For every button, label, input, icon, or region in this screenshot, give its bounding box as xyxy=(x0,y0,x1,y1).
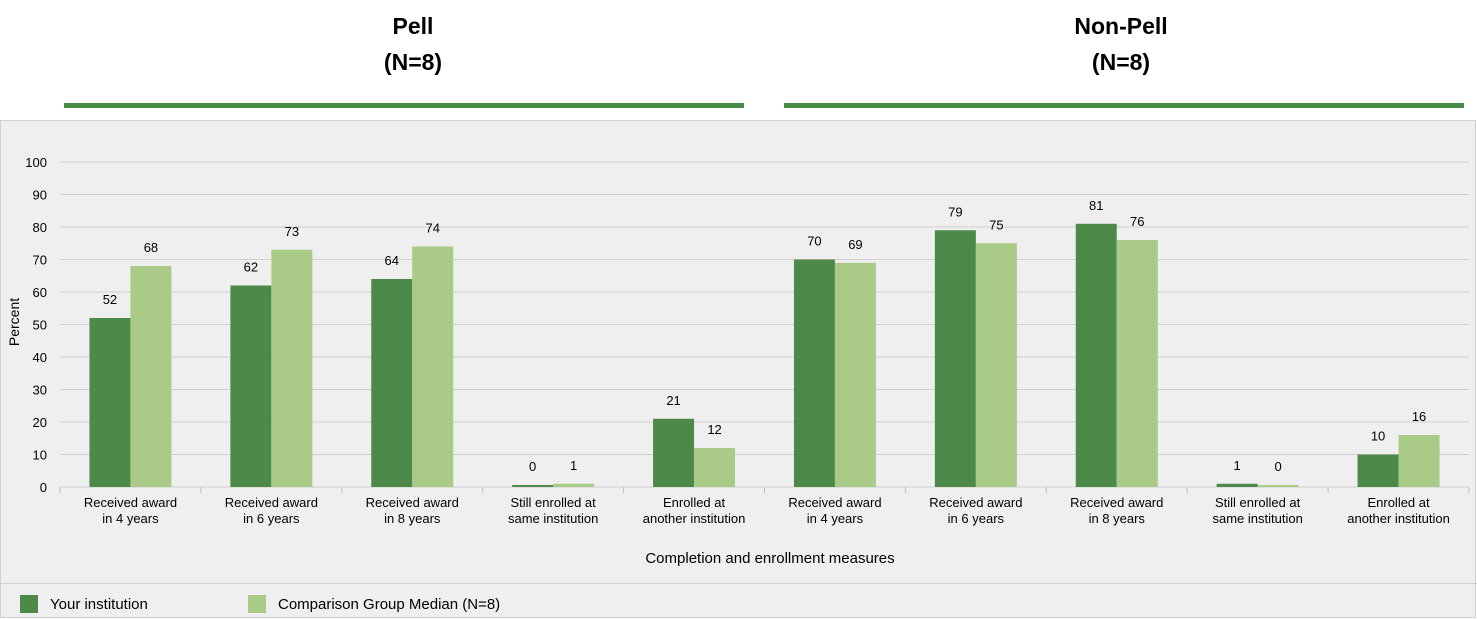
x-category-label: Received award in 8 years xyxy=(1070,495,1163,526)
bar-your-institution xyxy=(512,485,554,487)
bar-your-institution xyxy=(230,285,272,487)
bar-comparison xyxy=(975,243,1017,487)
y-tick-label: 30 xyxy=(33,383,47,398)
pell-title: Pell xyxy=(392,13,434,39)
y-tick-label: 40 xyxy=(33,350,47,365)
data-label: 79 xyxy=(948,204,962,219)
legend-swatch-your-institution xyxy=(20,595,38,613)
bar-comparison xyxy=(412,246,454,487)
bar-your-institution xyxy=(1357,454,1399,487)
pell-group-header: Pell (N=8) xyxy=(313,8,513,80)
data-label: 64 xyxy=(385,253,399,268)
bar-comparison xyxy=(834,262,876,487)
pell-subtitle: (N=8) xyxy=(383,49,443,75)
bar-comparison xyxy=(1398,435,1440,487)
x-category-label: Received award in 8 years xyxy=(366,495,459,526)
data-label: 73 xyxy=(285,224,299,239)
y-tick-label: 100 xyxy=(25,155,47,170)
data-label: 74 xyxy=(426,221,440,236)
bar-your-institution xyxy=(653,418,695,487)
x-category-label: Received award in 4 years xyxy=(788,495,881,526)
data-label: 52 xyxy=(103,292,117,307)
y-axis-title: Percent xyxy=(6,298,22,346)
non-pell-group-rule xyxy=(784,103,1464,108)
legend-label-comparison: Comparison Group Median (N=8) xyxy=(278,595,501,613)
data-label: 68 xyxy=(144,240,158,255)
data-label: 0 xyxy=(529,459,536,474)
bar-comparison xyxy=(553,483,595,487)
data-label: 1 xyxy=(570,458,577,473)
legend-divider xyxy=(0,583,1477,584)
non-pell-subtitle: (N=8) xyxy=(1091,49,1151,75)
x-category-label: Received award in 6 years xyxy=(929,495,1022,526)
y-tick-label: 10 xyxy=(33,448,47,463)
y-tick-label: 20 xyxy=(33,415,47,430)
y-tick-label: 60 xyxy=(33,285,47,300)
bar-comparison xyxy=(130,266,172,487)
pell-group-rule xyxy=(64,103,744,108)
y-tick-label: 70 xyxy=(33,253,47,268)
legend-swatch-comparison xyxy=(248,595,266,613)
x-category-label: Enrolled at another institution xyxy=(1347,495,1450,526)
y-tick-label: 50 xyxy=(33,318,47,333)
y-tick-label: 80 xyxy=(33,220,47,235)
x-category-label: Still enrolled at same institution xyxy=(508,495,598,526)
data-label: 81 xyxy=(1089,198,1103,213)
data-label: 76 xyxy=(1130,214,1144,229)
non-pell-group-header: Non-Pell (N=8) xyxy=(1001,8,1241,80)
bar-your-institution xyxy=(89,318,131,487)
data-label: 70 xyxy=(807,234,821,249)
x-category-label: Enrolled at another institution xyxy=(643,495,746,526)
x-category-label: Received award in 4 years xyxy=(84,495,177,526)
legend-item-comparison: Comparison Group Median (N=8) xyxy=(248,595,500,613)
bar-comparison xyxy=(694,448,736,487)
bar-your-institution xyxy=(1216,483,1258,487)
data-label: 1 xyxy=(1234,458,1241,473)
legend-label-your-institution: Your institution xyxy=(50,595,148,613)
data-label: 62 xyxy=(244,260,258,275)
data-label: 21 xyxy=(666,393,680,408)
legend-item-your-institution: Your institution xyxy=(20,595,148,613)
x-category-label: Received award in 6 years xyxy=(225,495,318,526)
data-label: 69 xyxy=(848,237,862,252)
bar-comparison xyxy=(1116,240,1158,487)
bar-your-institution xyxy=(371,279,413,487)
data-label: 12 xyxy=(707,422,721,437)
x-axis-title: Completion and enrollment measures xyxy=(645,550,894,567)
y-tick-label: 90 xyxy=(33,188,47,203)
bar-your-institution xyxy=(934,230,976,487)
bar-comparison xyxy=(1257,485,1299,487)
bar-your-institution xyxy=(1075,223,1117,487)
data-label: 75 xyxy=(989,217,1003,232)
bar-your-institution xyxy=(793,259,835,487)
non-pell-title: Non-Pell xyxy=(1074,13,1168,39)
x-category-label: Still enrolled at same institution xyxy=(1212,495,1302,526)
data-label: 0 xyxy=(1275,459,1282,474)
y-tick-label: 0 xyxy=(40,480,47,495)
data-label: 10 xyxy=(1371,429,1385,444)
data-label: 16 xyxy=(1412,409,1426,424)
bar-comparison xyxy=(271,249,313,487)
